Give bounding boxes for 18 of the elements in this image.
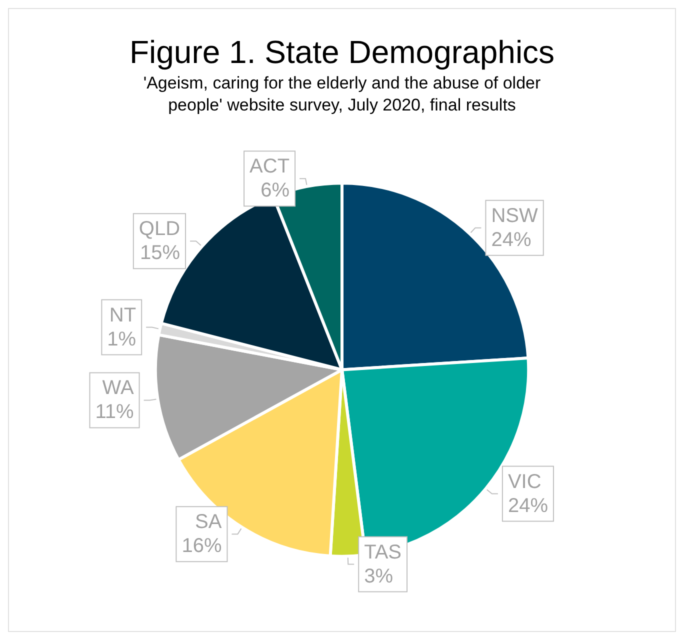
slice-label: ACT [250,156,290,178]
slice-label: QLD [138,218,180,240]
data-label: 24% [508,494,548,517]
slice-label: VIC [508,470,542,493]
data-label: 16% [182,535,222,558]
chart-subtitle: 'Ageism, caring for the elderly and the abuse of older people' website survey, July 2020, final results [143,74,541,114]
slice-label: WA [102,377,134,400]
slice-label: NSW [491,204,538,227]
slice-label: TAS [364,541,402,564]
data-label: 3% [364,565,394,588]
slice-label: NT [109,304,136,326]
data-label: 1% [107,328,136,350]
data-label: 6% [260,180,290,202]
chart-title: Figure 1. State Demographics [129,34,555,70]
data-label: 11% [95,401,134,424]
slice-label: SA [195,511,222,534]
data-label: 24% [491,228,532,251]
data-label: 15% [140,242,180,264]
